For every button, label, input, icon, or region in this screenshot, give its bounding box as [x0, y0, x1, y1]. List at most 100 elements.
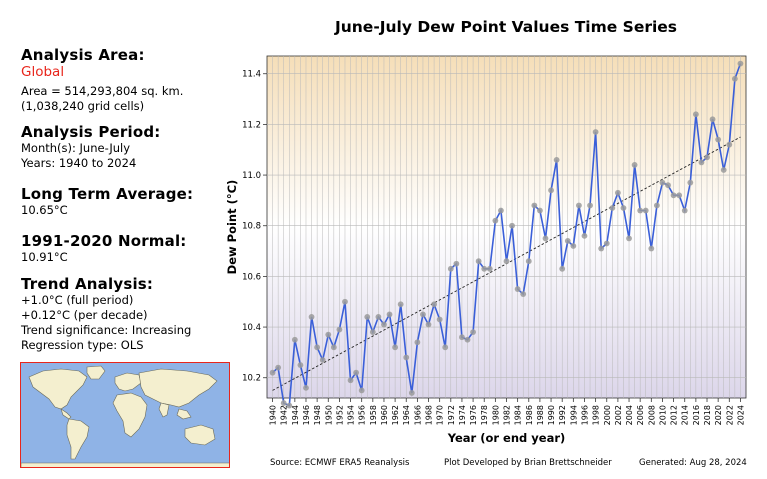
data-point	[514, 286, 521, 292]
x-tick-label: 2010	[658, 405, 667, 425]
trend-analysis-block: Trend Analysis: +1.0°C (full period) +0.…	[21, 275, 241, 353]
x-tick-label: 1968	[425, 405, 434, 425]
data-point	[342, 298, 348, 305]
data-point	[631, 162, 638, 168]
data-point	[392, 344, 399, 351]
x-tick-label: 1982	[503, 405, 512, 425]
data-point	[269, 369, 276, 376]
x-tick-label: 1954	[347, 405, 356, 425]
asia-shape	[138, 368, 218, 408]
data-point	[670, 192, 677, 199]
data-point	[280, 400, 287, 406]
analysis-area-name: Global	[21, 64, 65, 80]
x-tick-label: 1974	[458, 405, 467, 425]
data-point	[386, 311, 393, 318]
footer-developer: Plot Developed by Brian Brettschneider	[444, 458, 612, 468]
x-tick-label: 1990	[547, 405, 556, 425]
data-point	[692, 111, 699, 118]
data-point	[408, 390, 415, 396]
normal-block: 1991-2020 Normal: 10.91°C	[21, 232, 241, 265]
x-axis-label: Year (or end year)	[447, 431, 566, 445]
europe-shape	[114, 372, 142, 392]
x-tick-label: 1944	[291, 405, 300, 425]
data-point	[403, 354, 410, 361]
y-tick-label: 11.0	[242, 171, 261, 181]
y-axis-label: Dew Point (°C)	[225, 180, 239, 275]
data-point	[308, 314, 315, 320]
long-term-average-value: 10.65°C	[21, 203, 68, 217]
x-tick-label: 2012	[670, 405, 679, 425]
data-point	[442, 344, 449, 351]
data-point	[592, 129, 599, 135]
data-point	[498, 207, 504, 214]
data-point	[537, 207, 543, 214]
data-point	[347, 377, 354, 384]
central-america-shape	[60, 408, 72, 420]
data-point	[715, 136, 722, 143]
x-tick-label: 1986	[525, 405, 534, 425]
data-point	[587, 202, 593, 209]
data-point	[726, 141, 733, 148]
data-point	[397, 301, 404, 308]
x-tick-label: 2020	[714, 405, 723, 425]
data-point	[626, 235, 632, 242]
data-point	[297, 362, 304, 368]
australia-shape	[184, 424, 216, 446]
data-point	[564, 238, 571, 244]
trend-analysis-heading: Trend Analysis:	[21, 275, 154, 293]
y-tick-label: 11.2	[242, 120, 261, 130]
analysis-period-block: Analysis Period: Month(s): June-July Yea…	[21, 123, 241, 171]
world-map-graphic	[21, 365, 229, 467]
x-tick-label: 1948	[313, 405, 322, 425]
analysis-area-heading: Analysis Area:	[21, 46, 145, 64]
data-point	[286, 402, 293, 409]
data-point	[531, 202, 538, 209]
antarctica-shape	[21, 462, 229, 467]
data-point	[425, 321, 432, 328]
data-point	[436, 316, 443, 323]
trend-full-period: +1.0°C (full period)	[21, 293, 134, 307]
data-point	[559, 265, 566, 272]
data-point	[659, 179, 666, 186]
data-point	[364, 314, 371, 320]
africa-shape	[112, 392, 148, 438]
x-tick-label: 2016	[692, 405, 701, 425]
x-tick-label: 2002	[614, 405, 623, 425]
x-tick-label: 1942	[280, 405, 289, 425]
data-point	[653, 202, 660, 209]
data-point	[548, 187, 554, 194]
data-point	[464, 336, 471, 343]
y-tick-label: 11.4	[242, 70, 261, 80]
x-tick-label: 1950	[324, 405, 333, 425]
data-point	[648, 245, 655, 252]
x-tick-label: 1996	[580, 405, 589, 425]
analysis-sidebar: Analysis Area: Global Area = 514,293,804…	[21, 46, 241, 362]
data-point	[303, 384, 309, 391]
data-point	[665, 182, 671, 189]
data-point	[687, 179, 694, 186]
data-point	[447, 265, 454, 272]
data-point	[369, 329, 376, 336]
data-point	[358, 387, 365, 394]
x-tick-label: 2014	[681, 405, 690, 425]
x-tick-label: 1994	[569, 405, 578, 425]
trend-significance: Trend significance: Increasing	[21, 323, 192, 337]
data-point	[576, 202, 582, 209]
data-point	[709, 116, 716, 123]
x-tick-label: 2024	[736, 405, 745, 425]
analysis-period-months: Month(s): June-July	[21, 141, 131, 155]
data-point	[481, 265, 488, 272]
x-tick-label: 1998	[592, 405, 601, 425]
data-point	[431, 301, 437, 308]
data-point	[486, 265, 493, 272]
data-point	[642, 207, 649, 214]
data-point	[598, 245, 605, 252]
x-tick-label: 1984	[514, 405, 523, 425]
greenland-shape	[86, 365, 106, 380]
data-point	[475, 258, 482, 265]
x-tick-label: 1956	[358, 405, 367, 425]
x-tick-label: 1972	[447, 405, 456, 425]
data-point	[698, 159, 705, 166]
normal-heading: 1991-2020 Normal:	[21, 232, 187, 250]
data-point	[570, 243, 577, 249]
